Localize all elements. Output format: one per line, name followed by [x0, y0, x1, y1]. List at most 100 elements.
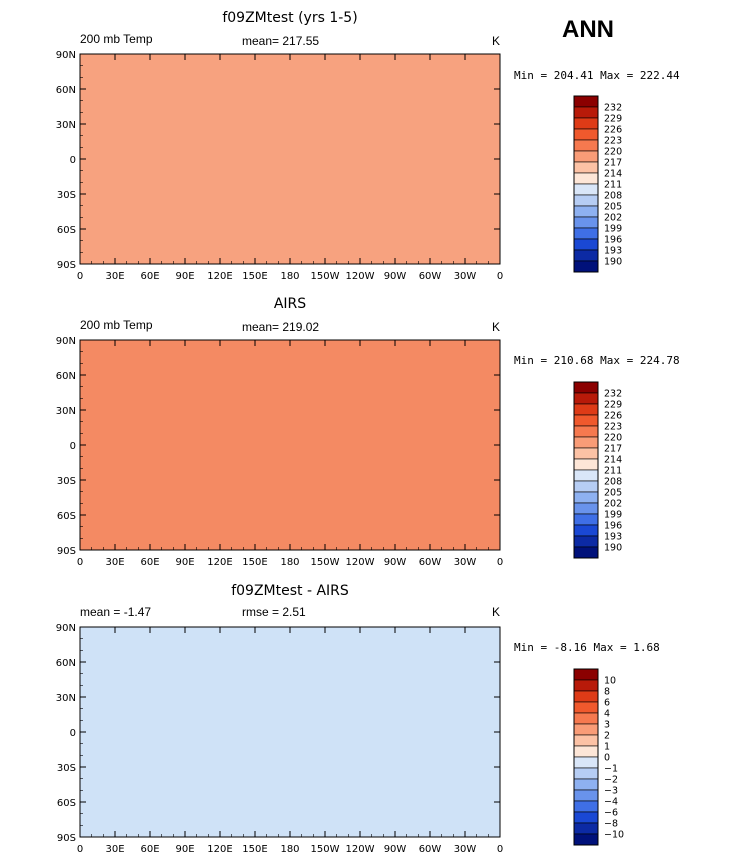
panel3-colorbar-box — [573, 767, 599, 780]
panel2-x-tick-label: 120E — [207, 557, 232, 568]
panel1-colorbar-box — [573, 95, 599, 108]
panel2-colorbar-box — [573, 414, 599, 427]
panel3-colorbar-box — [573, 833, 599, 846]
panel3-colorbar-box — [573, 778, 599, 791]
panel1-colorbar-label: 217 — [604, 158, 622, 169]
panel2-colorbar-box — [573, 535, 599, 548]
panel1-y-tick-label: 60S — [57, 225, 76, 236]
panel3-colorbar-label: 2 — [604, 731, 610, 742]
panel2-colorbar-label: 226 — [604, 411, 622, 422]
panel3-x-tick-label: 0 — [497, 844, 503, 855]
panel3-colorbar-box — [573, 734, 599, 747]
panel3-x-tick-label: 30W — [454, 844, 477, 855]
panel2-y-tick-label: 60S — [57, 511, 76, 522]
panel2-map-fill — [80, 340, 500, 550]
panel3-colorbar-label: 4 — [604, 709, 610, 720]
panel2-colorbar-label: 193 — [604, 532, 622, 543]
panel1-colorbar-box — [573, 238, 599, 251]
panel1-colorbar-box — [573, 128, 599, 141]
panel2-x-tick-label: 90E — [175, 557, 194, 568]
panel3-colorbar-box — [573, 668, 599, 681]
panel2-x-tick-label: 90W — [384, 557, 407, 568]
panel2-y-tick-label: 30N — [56, 406, 76, 417]
panel3-x-tick-label: 150W — [311, 844, 340, 855]
panel1-x-tick-label: 0 — [497, 271, 503, 282]
panel1-minmax-label: Min = 204.41 Max = 222.44 — [514, 69, 680, 82]
panel2-y-tick-label: 60N — [56, 371, 76, 382]
panel3-x-tick-label: 120W — [346, 844, 375, 855]
panel2-colorbar-box — [573, 425, 599, 438]
panel3-mean-label: mean = -1.47 — [80, 605, 152, 619]
panel2-x-tick-label: 60W — [419, 557, 442, 568]
panel3-colorbar-box — [573, 800, 599, 813]
panel2-mean-label: mean= 219.02 — [242, 320, 320, 334]
panel3-colorbar-label: −6 — [604, 808, 618, 819]
panel1-colorbar-label: 232 — [604, 103, 622, 114]
panel2-colorbar-label: 208 — [604, 477, 622, 488]
season-label: ANN — [562, 16, 614, 43]
panel3-x-tick-label: 60W — [419, 844, 442, 855]
panel1-title: f09ZMtest (yrs 1-5) — [222, 10, 358, 26]
panel2-colorbar-label: 220 — [604, 433, 622, 444]
panel2-colorbar-box — [573, 447, 599, 460]
panel2-colorbar-label: 232 — [604, 389, 622, 400]
panel1-variable-label: 200 mb Temp — [80, 32, 153, 46]
panel1-x-tick-label: 60E — [140, 271, 159, 282]
panel3-colorbar-box — [573, 789, 599, 802]
panel3-x-tick-label: 60E — [140, 844, 159, 855]
panel3-y-tick-label: 30N — [56, 693, 76, 704]
panel3-colorbar-box — [573, 679, 599, 692]
panel1-colorbar-label: 202 — [604, 213, 622, 224]
panel3-y-tick-label: 30S — [57, 763, 76, 774]
panel1-colorbar-box — [573, 227, 599, 240]
panel3-minmax-label: Min = -8.16 Max = 1.68 — [514, 641, 660, 654]
panel2-colorbar-box — [573, 502, 599, 515]
panel1-x-tick-label: 60W — [419, 271, 442, 282]
panel3-colorbar-box — [573, 701, 599, 714]
panel2-y-tick-label: 90S — [57, 546, 76, 557]
panel1-y-tick-label: 30N — [56, 120, 76, 131]
panel1-y-tick-label: 0 — [70, 155, 76, 166]
panel3-x-tick-label: 150E — [242, 844, 267, 855]
panel1-x-tick-label: 150E — [242, 271, 267, 282]
panel1-colorbar-box — [573, 260, 599, 273]
panel3-colorbar-label: −3 — [604, 786, 618, 797]
panel3-colorbar-box — [573, 712, 599, 725]
panel3-y-tick-label: 90N — [56, 623, 76, 634]
panel3-colorbar-box — [573, 690, 599, 703]
panel1-mean-label: mean= 217.55 — [242, 34, 320, 48]
panel1-y-tick-label: 90S — [57, 260, 76, 271]
panel3-colorbar-label: 1 — [604, 742, 610, 753]
panel1-y-tick-label: 90N — [56, 50, 76, 61]
panel2-colorbar-label: 217 — [604, 444, 622, 455]
panel2-colorbar-label: 199 — [604, 510, 622, 521]
panel1-colorbar-label: 229 — [604, 114, 622, 125]
panel3-colorbar-label: −4 — [604, 797, 618, 808]
panel2-x-tick-label: 120W — [346, 557, 375, 568]
panel1-colorbar-box — [573, 139, 599, 152]
panel3-title: f09ZMtest - AIRS — [231, 583, 349, 599]
panel2-x-tick-label: 60E — [140, 557, 159, 568]
panel2-title: AIRS — [273, 296, 307, 312]
panel2-x-tick-label: 150W — [311, 557, 340, 568]
panel2-colorbar-label: 205 — [604, 488, 622, 499]
panel2-x-tick-label: 180 — [280, 557, 299, 568]
panel1-colorbar-label: 211 — [604, 180, 622, 191]
panel3-x-tick-label: 90W — [384, 844, 407, 855]
panel3-map-fill — [80, 627, 500, 837]
panel2-colorbar-box — [573, 469, 599, 482]
panel1-colorbar-label: 193 — [604, 246, 622, 257]
panel2-colorbar-box — [573, 546, 599, 559]
panel1-x-tick-label: 120E — [207, 271, 232, 282]
panel2-colorbar-box — [573, 458, 599, 471]
panel3-colorbar-label: 10 — [604, 676, 616, 687]
panel2-variable-label: 200 mb Temp — [80, 318, 153, 332]
panel3-x-tick-label: 180 — [280, 844, 299, 855]
panel2-colorbar-label: 223 — [604, 422, 622, 433]
panel1-colorbar-box — [573, 117, 599, 130]
panel3-colorbar-box — [573, 756, 599, 769]
panel1-y-tick-label: 60N — [56, 85, 76, 96]
panel2-y-tick-label: 90N — [56, 336, 76, 347]
panel2-colorbar-label: 229 — [604, 400, 622, 411]
